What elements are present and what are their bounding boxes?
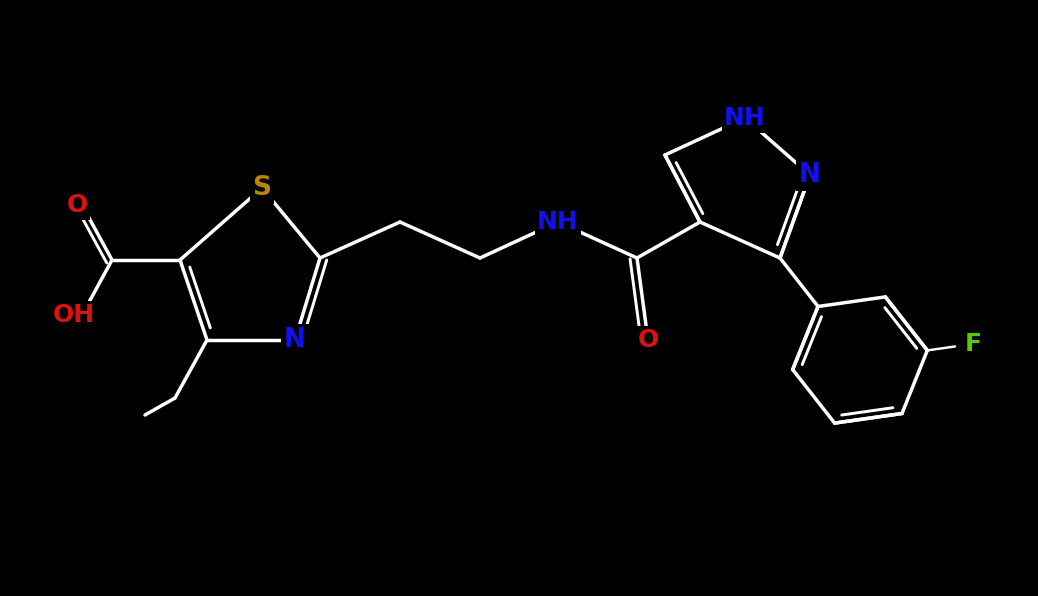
Text: N: N xyxy=(799,162,821,188)
Text: O: O xyxy=(66,193,87,217)
Text: S: S xyxy=(252,175,272,201)
Text: OH: OH xyxy=(53,303,95,327)
Text: O: O xyxy=(637,328,659,352)
Text: N: N xyxy=(284,327,306,353)
Text: NH: NH xyxy=(537,210,579,234)
Text: F: F xyxy=(964,332,981,356)
Text: NH: NH xyxy=(725,106,766,130)
